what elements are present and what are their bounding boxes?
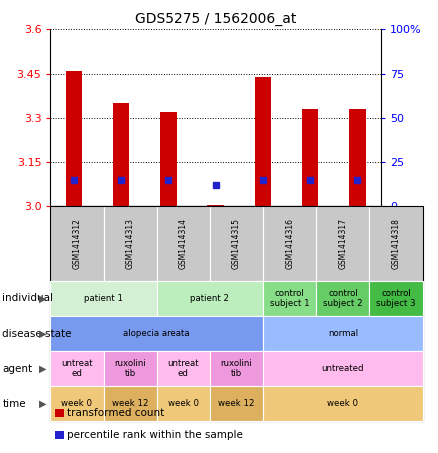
Text: time: time — [2, 399, 26, 409]
Text: untreated: untreated — [321, 364, 364, 373]
Text: patient 2: patient 2 — [191, 294, 230, 303]
Text: GSM1414314: GSM1414314 — [179, 218, 188, 269]
Text: ▶: ▶ — [39, 364, 46, 374]
Bar — [254, 77, 271, 206]
Text: percentile rank within the sample: percentile rank within the sample — [67, 430, 243, 440]
Text: GSM1414313: GSM1414313 — [126, 218, 134, 269]
Bar — [302, 109, 318, 206]
Text: control
subject 1: control subject 1 — [270, 289, 310, 308]
Text: control
subject 2: control subject 2 — [323, 289, 363, 308]
Bar — [66, 71, 82, 206]
Text: GSM1414317: GSM1414317 — [339, 218, 347, 269]
Text: ruxolini
tib: ruxolini tib — [221, 359, 252, 378]
Text: week 0: week 0 — [327, 399, 358, 408]
Text: normal: normal — [328, 329, 358, 338]
Bar — [208, 205, 224, 206]
Text: agent: agent — [2, 364, 32, 374]
Text: GSM1414315: GSM1414315 — [232, 218, 241, 269]
Text: ruxolini
tib: ruxolini tib — [114, 359, 146, 378]
Text: week 0: week 0 — [61, 399, 92, 408]
Text: ▶: ▶ — [39, 294, 46, 304]
Text: ▶: ▶ — [39, 399, 46, 409]
Text: week 12: week 12 — [218, 399, 255, 408]
Text: individual: individual — [2, 294, 53, 304]
Bar — [160, 112, 177, 206]
Text: alopecia areata: alopecia areata — [124, 329, 190, 338]
Text: untreat
ed: untreat ed — [167, 359, 199, 378]
Bar — [113, 103, 130, 206]
Text: disease state: disease state — [2, 328, 72, 338]
Title: GDS5275 / 1562006_at: GDS5275 / 1562006_at — [135, 12, 297, 26]
Text: control
subject 3: control subject 3 — [376, 289, 416, 308]
Text: GSM1414312: GSM1414312 — [72, 218, 81, 269]
Text: GSM1414318: GSM1414318 — [392, 218, 401, 269]
Text: week 12: week 12 — [112, 399, 148, 408]
Text: untreat
ed: untreat ed — [61, 359, 93, 378]
Text: GSM1414316: GSM1414316 — [285, 218, 294, 269]
Text: ▶: ▶ — [39, 328, 46, 338]
Text: patient 1: patient 1 — [84, 294, 123, 303]
Bar — [349, 109, 366, 206]
Text: transformed count: transformed count — [67, 408, 164, 418]
Text: week 0: week 0 — [168, 399, 199, 408]
